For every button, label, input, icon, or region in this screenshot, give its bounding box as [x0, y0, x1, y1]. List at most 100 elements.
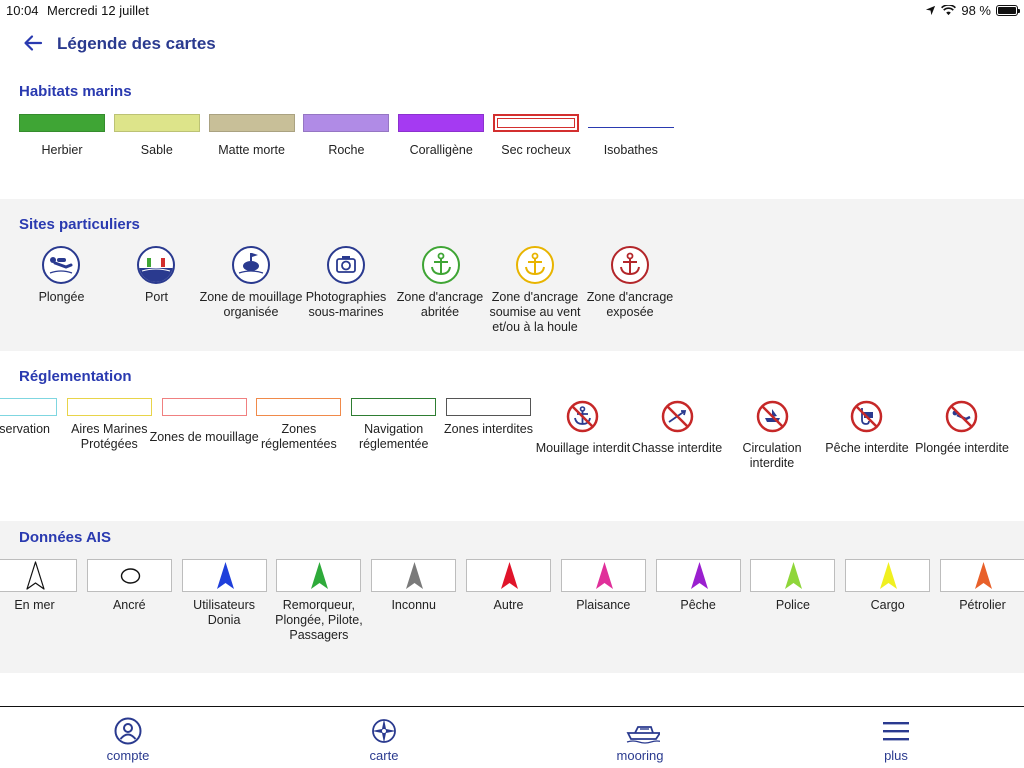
- ais-arrow-icon: [690, 562, 708, 589]
- zone-swatch-3: [256, 398, 342, 416]
- prohibition-label-peche: Pêche interdite: [825, 441, 909, 455]
- tab-plus[interactable]: plus: [768, 707, 1024, 768]
- site-label-port: Port: [145, 290, 168, 304]
- compass-icon: [372, 719, 396, 743]
- site-label-ancrage-abritee: Zone d'ancrage abritée: [396, 290, 484, 319]
- site-label-ancrage-soumise: Zone d'ancrage soumise au vent et/ou à l…: [489, 290, 581, 334]
- status-right: 98 %: [925, 3, 1020, 18]
- back-arrow-icon[interactable]: [22, 32, 44, 54]
- ais-title: Données AIS: [19, 529, 111, 546]
- no-hunting-icon: [661, 400, 694, 433]
- no-anchoring-icon: [566, 400, 599, 433]
- ais-box-9: [845, 559, 931, 592]
- tab-label-carte: carte: [369, 748, 399, 763]
- anchor-green-icon: [422, 246, 460, 284]
- no-navigation-icon: [756, 400, 789, 433]
- ais-label: Utilisateurs Donia: [193, 598, 255, 627]
- habitat-swatch-inner: [497, 118, 575, 128]
- tab-label-plus: plus: [884, 748, 908, 763]
- ais-box-2: [181, 559, 267, 592]
- zone-swatch-2: [161, 398, 247, 416]
- prohibition-label-mouillage: Mouillage interdit: [535, 441, 631, 455]
- zone-swatch-0: [0, 398, 57, 416]
- wifi-icon: [941, 5, 957, 16]
- mooring-buoy-icon: [232, 246, 270, 284]
- prohibition-label-plongee: Plongée interdite: [915, 441, 1009, 455]
- site-label-plongee: Plongée: [38, 290, 85, 304]
- habitat-label: Coralligène: [409, 143, 473, 157]
- tab-label-compte: compte: [106, 748, 150, 763]
- tab-carte[interactable]: carte: [256, 707, 512, 768]
- ais-box-0: [0, 559, 77, 592]
- zone-swatch-1: [66, 398, 152, 416]
- habitat-swatch-2: [208, 114, 295, 132]
- reglementation-title: Réglementation: [19, 368, 132, 385]
- habitat-label: Sec rocheux: [501, 143, 571, 157]
- zone-swatch-5: [446, 398, 531, 416]
- habitat-swatch-3: [303, 114, 390, 132]
- ais-arrow-icon: [880, 562, 898, 589]
- diver-icon: [42, 246, 80, 284]
- habitats-title: Habitats marins: [19, 83, 132, 100]
- habitat-swatch-1: [113, 114, 200, 132]
- battery-icon: [996, 5, 1020, 16]
- zone-swatch-4: [351, 398, 437, 416]
- ais-box-5: [466, 559, 551, 592]
- anchor-yellow-icon: [516, 246, 554, 284]
- camera-icon: [327, 246, 365, 284]
- zone-label: Aires Marines Protégées: [71, 422, 148, 451]
- ais-label: Plaisance: [576, 598, 631, 612]
- habitat-label: Isobathes: [603, 143, 658, 157]
- site-label-photographies: Photographies sous-marines: [305, 290, 387, 319]
- ais-box-7: [655, 559, 741, 592]
- reglementation-section: Réglementation one de servation Aires Mar…: [0, 351, 1024, 521]
- zone-label: Zones réglementées: [261, 422, 337, 451]
- zone-label: one de servation: [0, 422, 50, 436]
- habitat-swatch-0: [19, 114, 105, 132]
- user-icon: [114, 717, 142, 745]
- nav-header: Légende des cartes: [0, 20, 1024, 66]
- habitat-swatch-5: [493, 114, 579, 132]
- ais-label: Pêche: [680, 598, 716, 612]
- no-diving-icon: [945, 400, 978, 433]
- ais-box-8: [750, 559, 836, 592]
- ais-arrow-icon: [26, 561, 45, 590]
- habitat-label: Matte morte: [218, 143, 285, 157]
- ais-arrow-icon: [595, 562, 613, 589]
- prohibition-label-chasse: Chasse interdite: [631, 441, 723, 455]
- bottom-spacer: [0, 673, 1024, 706]
- status-date: Mercredi 12 juillet: [47, 3, 149, 18]
- sites-section: Sites particuliers Plongée Port Zone de …: [0, 199, 1024, 351]
- ais-arrow-icon: [785, 562, 803, 589]
- ais-circle-icon: [120, 568, 140, 584]
- ais-box-4: [371, 559, 457, 592]
- ais-arrow-icon: [975, 562, 992, 589]
- battery-percent: 98 %: [961, 3, 991, 18]
- site-label-ancrage-exposee: Zone d'ancrage exposée: [586, 290, 674, 319]
- boat-icon: [626, 726, 660, 744]
- ais-label: Autre: [493, 598, 524, 612]
- site-label-mouillage: Zone de mouillage organisée: [199, 290, 303, 319]
- ais-label: Ancré: [112, 598, 146, 612]
- tab-label-mooring: mooring: [616, 748, 664, 763]
- status-time: 10:04: [6, 3, 39, 18]
- tab-mooring[interactable]: mooring: [512, 707, 768, 768]
- no-fishing-icon: [850, 400, 883, 433]
- habitat-swatch-4: [398, 114, 485, 132]
- anchor-red-icon: [611, 246, 649, 284]
- habitat-swatch-6: [587, 127, 674, 128]
- ais-label: Remorqueur, Plongée, Pilote, Passagers: [275, 598, 363, 642]
- habitats-section: Habitats marins Herbier Sable Matte morte R…: [0, 67, 1024, 199]
- ais-section: Données AIS En mer Ancré Utilisateurs Doni…: [0, 521, 1024, 673]
- page-title: Légende des cartes: [57, 34, 216, 53]
- tab-compte[interactable]: compte: [0, 707, 256, 768]
- prohibition-label-circulation: Circulation interdite: [742, 441, 802, 470]
- tab-bar: compte carte mooring plus: [0, 706, 1024, 768]
- ais-arrow-icon: [216, 562, 234, 589]
- ais-arrow-icon: [501, 562, 518, 589]
- ais-label: Cargo: [870, 598, 905, 612]
- sites-title: Sites particuliers: [19, 216, 140, 233]
- ais-arrow-icon: [311, 562, 329, 589]
- habitat-label: Roche: [328, 143, 365, 157]
- ais-box-6: [560, 559, 646, 592]
